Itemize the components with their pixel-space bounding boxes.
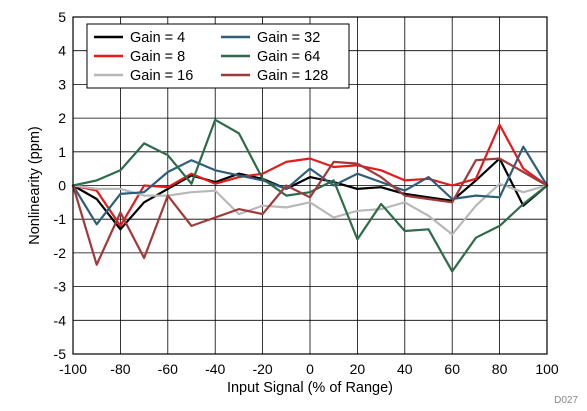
x-tick-label: 0 [306,361,314,377]
x-tick-label: -100 [59,361,87,377]
y-axis-label: Nonlinearity (ppm) [27,126,43,244]
legend: Gain = 4 Gain = 8 Gain = 16 Gain = 32 Gain =… [86,23,350,89]
legend-label: Gain = 32 [257,30,320,46]
y-tick-label: 4 [58,43,66,59]
y-tick-label: 0 [58,178,66,194]
y-tick-label: 5 [58,9,66,25]
legend-label: Gain = 4 [130,30,185,46]
x-tick-label: -40 [205,361,225,377]
legend-box [86,23,350,89]
y-tick-label: -1 [54,211,67,227]
legend-label: Gain = 128 [257,68,328,84]
y-tick-label: 2 [58,110,66,126]
x-tick-label: -80 [110,361,130,377]
x-tick-label: 100 [535,361,559,377]
legend-label: Gain = 16 [130,68,193,84]
x-tick-label: 20 [350,361,366,377]
y-tick-label: 1 [58,144,66,160]
y-tick-label: -5 [54,346,67,362]
series-line-32 [71,145,549,226]
x-tick-label: -60 [158,361,178,377]
y-tick-label: -3 [54,279,67,295]
y-tick-label: 3 [58,76,66,92]
x-tick-label: 80 [492,361,508,377]
series-line-64 [71,118,549,273]
plot-frame [72,16,548,355]
x-tick-label: -20 [252,361,272,377]
x-tick-label: 40 [397,361,413,377]
x-axis-label: Input Signal (% of Range) [227,380,393,396]
series-line-128 [71,157,549,266]
series-lines [71,118,549,273]
series-line-16 [71,182,549,236]
y-tick-label: -4 [54,312,67,328]
y-tick-label: -2 [54,245,67,261]
figure-code: D027 [554,395,578,406]
x-tick-label: 60 [444,361,460,377]
legend-label: Gain = 8 [130,49,185,65]
series-line-4 [71,157,549,231]
tick-labels: -100 -80 -60 -40 -20 0 20 40 60 80 100 5 4 3 2 1 0 -1 -2 -3… [54,9,559,377]
legend-label: Gain = 64 [257,49,320,65]
